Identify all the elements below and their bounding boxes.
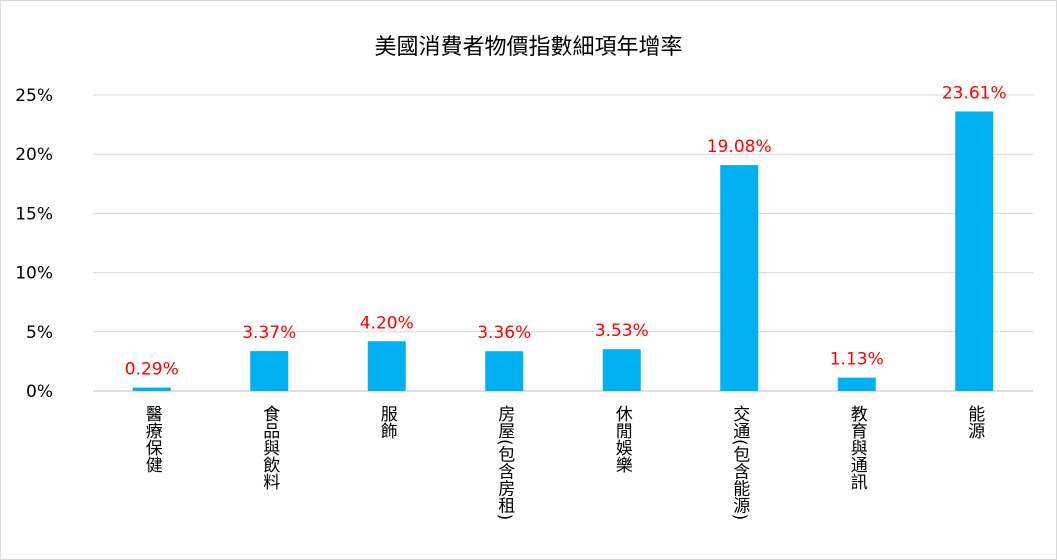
- bar: [602, 349, 641, 391]
- data-label: 0.29%: [125, 360, 179, 380]
- y-tick-label: 15%: [15, 204, 53, 224]
- y-tick-label: 25%: [15, 86, 53, 106]
- data-label: 3.37%: [242, 323, 296, 343]
- y-tick-label: 5%: [26, 323, 53, 343]
- y-tick-label: 0%: [26, 382, 53, 402]
- x-tick-label: 食品與飲料: [259, 405, 280, 490]
- data-label: 3.53%: [595, 321, 649, 341]
- x-tick-label: 房屋(包含房租): [494, 405, 515, 521]
- bar: [250, 351, 289, 391]
- chart-title: 美國消費者物價指數細項年增率: [374, 35, 683, 60]
- bar: [367, 341, 406, 391]
- bar: [720, 165, 759, 391]
- x-tick-label: 醫療保健: [141, 405, 162, 473]
- x-tick-label: 能源: [964, 405, 985, 439]
- y-tick-label: 20%: [15, 145, 53, 165]
- data-label: 23.61%: [942, 83, 1007, 103]
- x-tick-label: 交通(包含能源): [729, 405, 750, 521]
- data-label: 3.36%: [477, 323, 531, 343]
- bar: [955, 111, 994, 391]
- data-label: 4.20%: [360, 313, 414, 333]
- bar: [132, 387, 171, 391]
- x-tick-label: 休閒娛樂: [611, 405, 632, 473]
- x-tick-label: 服飾: [376, 405, 397, 439]
- data-label: 19.08%: [707, 137, 772, 157]
- x-tick-label: 教育與通訊: [846, 405, 867, 490]
- y-tick-label: 10%: [15, 264, 53, 284]
- bar: [485, 351, 524, 391]
- bar: [837, 377, 876, 391]
- data-label: 1.13%: [830, 350, 884, 370]
